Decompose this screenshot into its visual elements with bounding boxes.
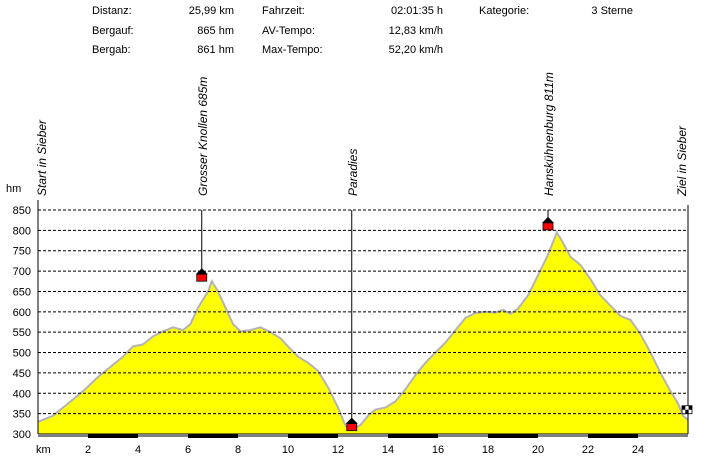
category-label: Kategorie: — [479, 5, 530, 17]
summit-marker-roof — [345, 417, 358, 424]
finish-flag-check — [688, 405, 692, 410]
summit-marker — [346, 423, 358, 432]
waypoint-label: Start in Sieber — [35, 119, 49, 196]
x-tick-label: 16 — [432, 444, 444, 456]
km-band-segment — [188, 434, 238, 438]
x-tick-label: 18 — [482, 444, 494, 456]
km-band-segment — [488, 434, 538, 438]
x-tick-label: 10 — [282, 444, 294, 456]
ascent-label: Bergauf: — [92, 25, 134, 37]
km-band-segment — [588, 434, 638, 438]
elevation-area — [38, 232, 688, 434]
descent-label: Bergab: — [92, 44, 131, 56]
y-tick-label: 700 — [13, 266, 31, 278]
y-tick-label: 450 — [13, 368, 31, 380]
y-tick-label: 350 — [13, 409, 31, 421]
y-axis-label: hm — [6, 183, 21, 195]
max-speed-value: 52,20 km/h — [388, 44, 443, 56]
descent-value: 861 hm — [197, 44, 234, 56]
x-tick-label: 4 — [135, 444, 141, 456]
finish-flag-check — [682, 405, 686, 410]
avg-speed-value: 12,83 km/h — [388, 25, 443, 37]
y-tick-label: 850 — [13, 205, 31, 217]
x-tick-label: 20 — [532, 444, 544, 456]
summit-marker-roof — [542, 216, 554, 223]
waypoint-label: Paradies — [346, 149, 360, 196]
waypoint-label: Grosser Knollen 685m — [196, 77, 210, 196]
waypoint-label: Hanskühnenburg 811m — [542, 72, 556, 196]
x-tick-label: 2 — [85, 444, 91, 456]
y-tick-label: 800 — [13, 225, 31, 237]
avg-speed-label: AV-Tempo: — [262, 25, 315, 37]
y-tick-label: 650 — [13, 286, 31, 298]
elevation-outline — [37, 230, 689, 431]
x-tick-label: 24 — [632, 444, 644, 456]
category-value: 3 Sterne — [591, 5, 633, 17]
x-tick-label: 22 — [582, 444, 594, 456]
km-band-segment — [388, 434, 438, 438]
y-tick-label: 550 — [13, 327, 31, 339]
summit-marker — [542, 222, 554, 231]
km-band-segment — [288, 434, 338, 438]
summit-marker — [196, 273, 208, 282]
y-tick-label: 300 — [13, 429, 31, 441]
x-tick-label: 8 — [235, 444, 241, 456]
km-band-segment — [88, 434, 138, 438]
waypoint-label: Ziel in Sieber — [675, 125, 689, 197]
x-tick-label: 6 — [185, 444, 191, 456]
y-tick-label: 600 — [13, 307, 31, 319]
ride-time-value: 02:01:35 h — [391, 5, 443, 17]
max-speed-label: Max-Tempo: — [262, 44, 323, 56]
x-tick-label: 12 — [332, 444, 344, 456]
ride-time-label: Fahrzeit: — [262, 5, 305, 17]
finish-flag-check — [685, 409, 689, 414]
y-tick-label: 400 — [13, 388, 31, 400]
x-axis-label: km — [36, 444, 51, 456]
ascent-value: 865 hm — [197, 25, 234, 37]
summit-marker-roof — [195, 268, 208, 275]
distance-value: 25,99 km — [188, 5, 234, 17]
y-tick-label: 500 — [13, 348, 31, 360]
x-tick-label: 14 — [382, 444, 394, 456]
distance-label: Distanz: — [92, 5, 132, 17]
y-tick-label: 750 — [13, 246, 31, 258]
